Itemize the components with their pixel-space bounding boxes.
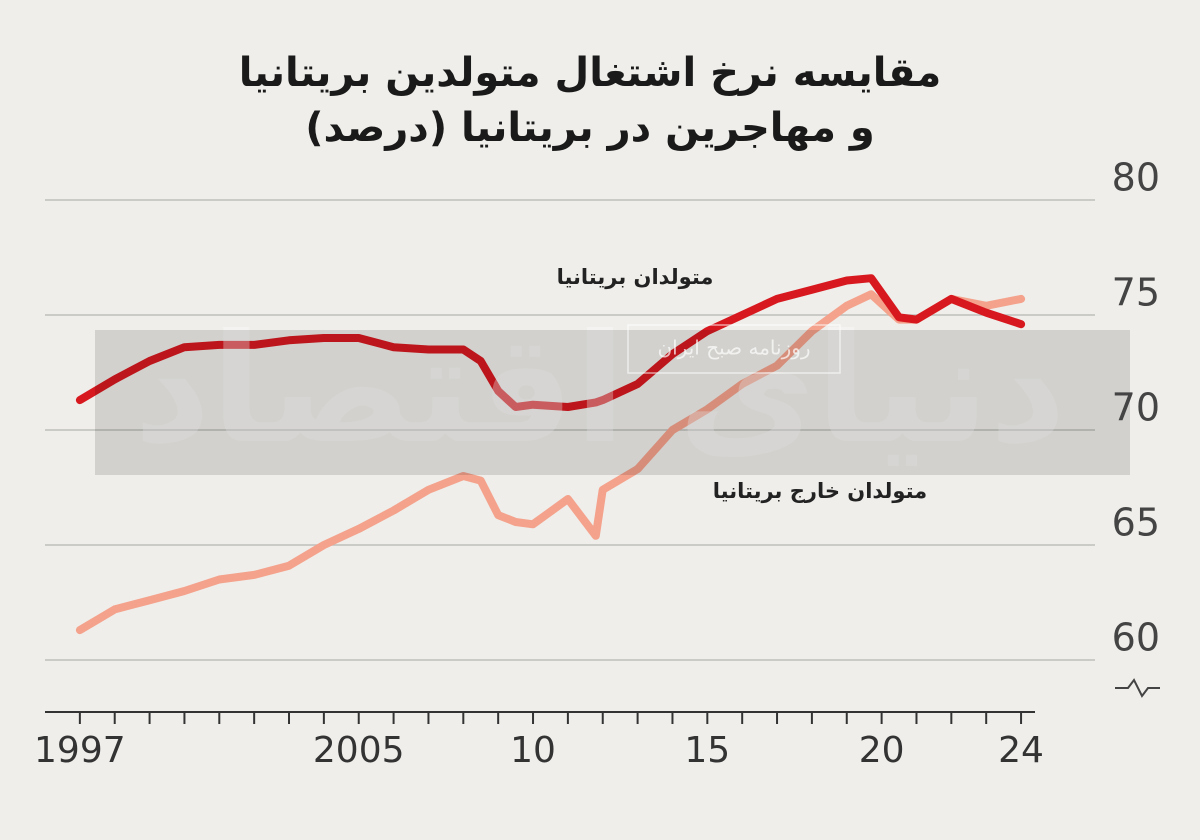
y-tick-label: 70 (1112, 386, 1160, 430)
x-tick-label: 1997 (34, 730, 126, 771)
series-label: متولدان بریتانیا (557, 265, 714, 289)
x-tick-label: 20 (859, 730, 905, 771)
watermark-band (95, 330, 1130, 475)
x-tick-label: 15 (684, 730, 730, 771)
y-tick-label: 75 (1112, 271, 1160, 315)
watermark-logo: دنیای اقتصاد (134, 303, 1067, 477)
x-tick-label: 10 (510, 730, 556, 771)
watermark: روزنامه صبح ایران (657, 336, 810, 360)
chart-title: و مهاجرین در بریتانیا (درصد) (305, 105, 875, 151)
grid (45, 199, 1095, 661)
y-tick-label: 65 (1112, 501, 1160, 545)
chart-title: مقایسه نرخ اشتغال متولدین بریتانیا (239, 50, 942, 96)
x-tick-label: 24 (998, 730, 1044, 771)
y-tick-label: 60 (1112, 616, 1160, 660)
series-line (75, 290, 1026, 635)
lines: متولدان بریتانیا متولدان خارج بریتانیا (75, 265, 1026, 635)
y-tick-label: 80 (1112, 156, 1160, 200)
axis-break (1115, 678, 1160, 698)
series-line (75, 274, 1026, 411)
ticks: 60 65 70 75 80 1997 2005 10 15 20 24 (34, 156, 1160, 772)
series-label: متولدان خارج بریتانیا (713, 479, 927, 504)
watermark-box (627, 324, 841, 374)
x-tick-label: 2005 (313, 730, 405, 771)
